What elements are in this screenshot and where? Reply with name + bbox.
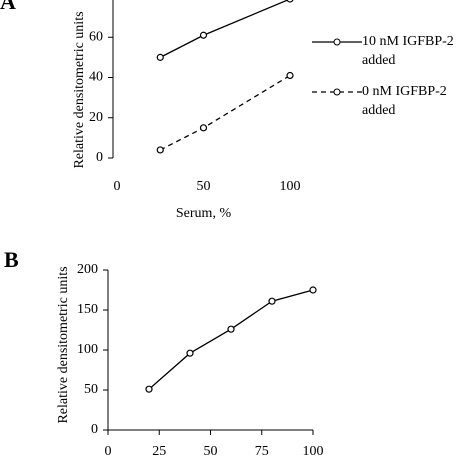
data-point	[286, 0, 294, 3]
y-tick-label: 80	[89, 0, 103, 4]
data-point	[156, 146, 164, 154]
y-tick-label: 20	[89, 110, 103, 125]
data-point	[199, 124, 208, 132]
y-tick-label: 200	[77, 262, 98, 277]
legend-marker	[333, 38, 341, 46]
series-line	[159, 0, 290, 58]
y-tick-label: 0	[91, 422, 98, 437]
x-tick-label: 100	[280, 179, 301, 194]
data-point	[145, 385, 153, 393]
x-tick-label: 50	[204, 444, 218, 459]
y-tick-label: 40	[89, 70, 103, 85]
series-line	[159, 74, 291, 151]
x-tick-label: 25	[152, 444, 166, 459]
y-axis-label: Relative densitometric units	[72, 11, 87, 168]
y-tick-label: 100	[77, 342, 98, 357]
x-tick-label: 0	[105, 444, 112, 459]
series-line	[148, 289, 314, 390]
y-tick-label: 60	[89, 29, 103, 44]
data-point	[186, 349, 194, 357]
data-point	[156, 53, 164, 61]
y-tick-label: 50	[84, 382, 98, 397]
data-point	[268, 297, 276, 305]
legend-label: 0 nM IGFBP-2 added	[362, 84, 447, 118]
y-tick-label: 0	[96, 150, 103, 165]
y-axis-label: Relative densitometric units	[56, 266, 71, 423]
legend-label: 10 nM IGFBP-2 added	[362, 34, 454, 68]
data-point	[199, 31, 208, 39]
panel-label: B	[4, 247, 19, 272]
x-axis-label: Serum, %	[176, 206, 232, 221]
legend-marker	[333, 88, 341, 96]
data-point	[286, 71, 294, 80]
x-tick-label: 50	[197, 179, 211, 194]
panel-label: A	[0, 0, 16, 14]
data-point	[309, 286, 317, 294]
data-point	[227, 325, 235, 333]
x-tick-label: 0	[114, 179, 121, 194]
x-tick-label: 100	[303, 444, 324, 459]
x-tick-label: 75	[255, 444, 269, 459]
y-tick-label: 150	[77, 302, 98, 317]
